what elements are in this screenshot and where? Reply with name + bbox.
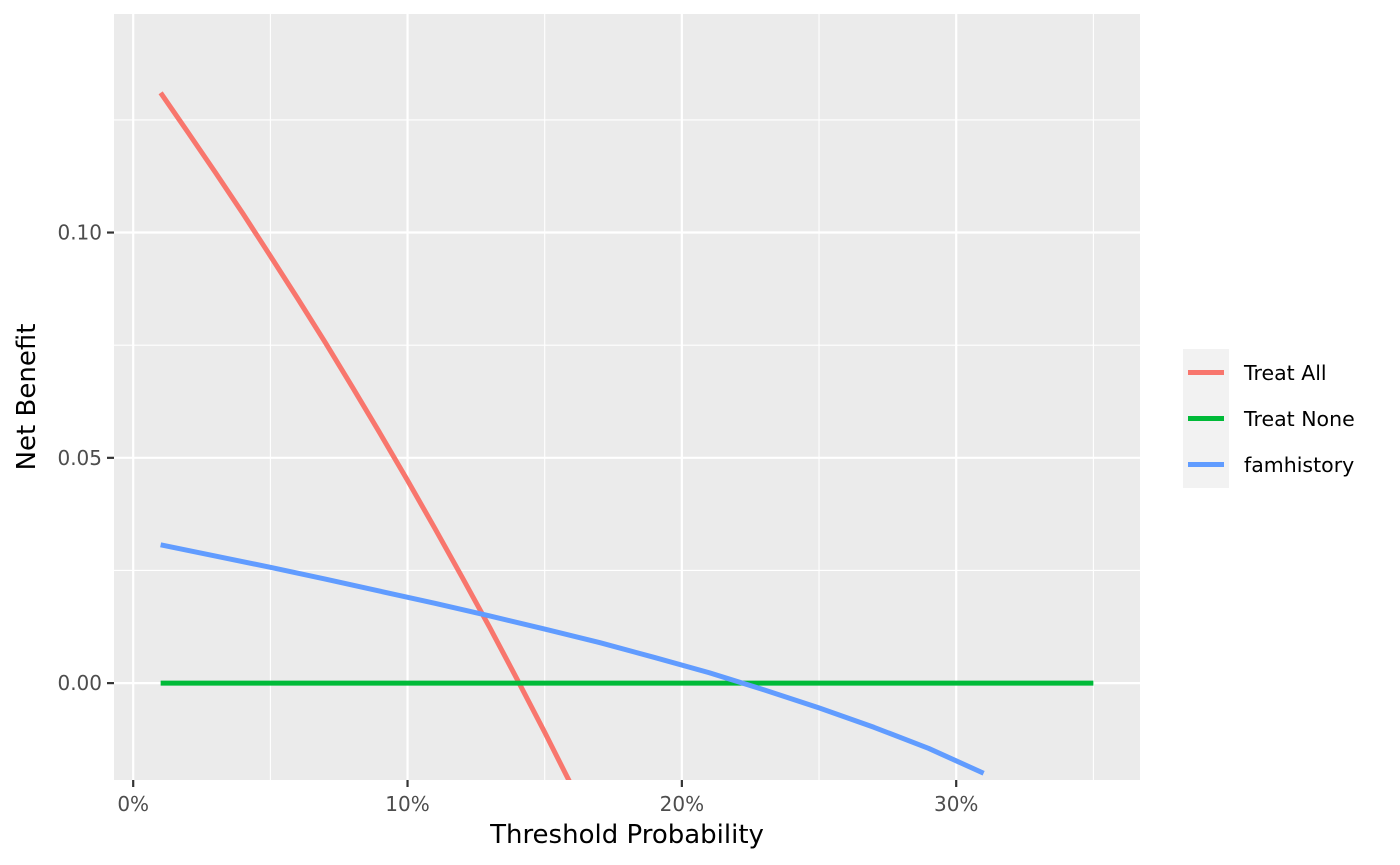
legend: Treat All Treat None famhistory: [1183, 349, 1355, 488]
y-tick-label: 0.00: [57, 671, 102, 695]
y-axis-title: Net Benefit: [12, 324, 42, 471]
y-tick-label: 0.10: [57, 221, 102, 245]
x-tick-label: 0%: [117, 792, 149, 816]
plot-panel: [114, 14, 1140, 780]
x-axis-title: Threshold Probability: [489, 820, 764, 850]
series-line-famhistory: [160, 542, 985, 776]
series-layer: [158, 91, 1094, 780]
legend-label: famhistory: [1244, 453, 1354, 477]
x-tick-label: 30%: [934, 792, 978, 816]
y-axis: 0.00 0.05 0.10: [57, 221, 114, 695]
legend-label: Treat All: [1243, 361, 1327, 385]
x-tick-label: 20%: [660, 792, 704, 816]
y-tick-label: 0.05: [57, 446, 102, 470]
x-axis: 0% 10% 20% 30%: [117, 780, 978, 816]
x-tick-label: 10%: [385, 792, 429, 816]
legend-label: Treat None: [1243, 407, 1355, 431]
series-line-treat-all: [158, 91, 572, 780]
